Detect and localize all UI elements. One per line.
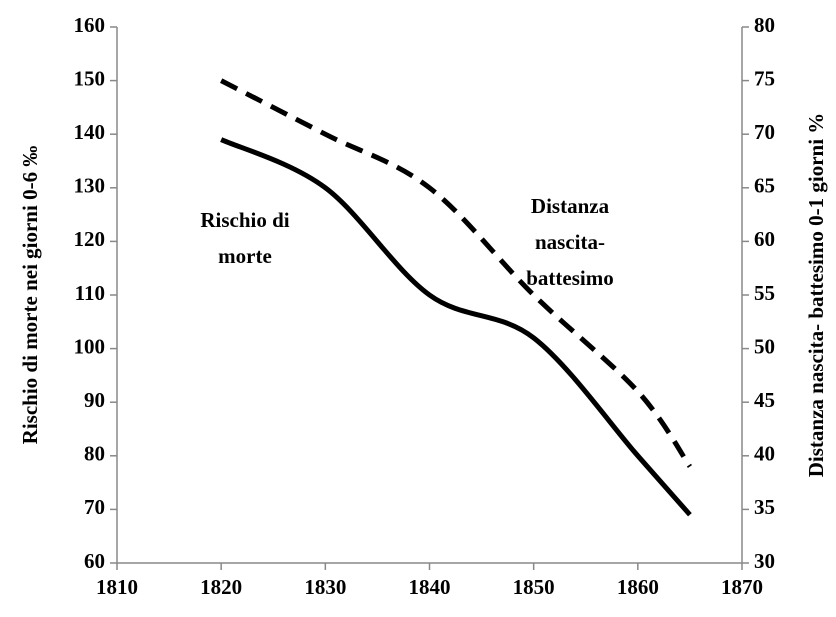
annotation: Distanza bbox=[531, 194, 610, 218]
y-tick-label: 80 bbox=[84, 442, 105, 466]
y-tick-label: 90 bbox=[84, 388, 105, 412]
y2-tick-label: 65 bbox=[754, 174, 775, 198]
y-tick-label: 60 bbox=[84, 549, 105, 573]
y-tick-label: 110 bbox=[75, 281, 105, 305]
y2-axis-title: Distanza nascita- battesimo 0-1 giorni % bbox=[804, 113, 828, 478]
y2-tick-label: 60 bbox=[754, 227, 775, 251]
x-tick-label: 1830 bbox=[304, 575, 346, 599]
annotation: nascita- bbox=[535, 230, 605, 254]
x-tick-label: 1810 bbox=[96, 575, 138, 599]
y2-tick-label: 75 bbox=[754, 66, 775, 90]
y-axis-title: Rischio di morte nei giorni 0-6 ‰ bbox=[18, 146, 42, 445]
y2-tick-label: 35 bbox=[754, 495, 775, 519]
y-tick-label: 150 bbox=[74, 66, 106, 90]
annotation: battesimo bbox=[526, 266, 614, 290]
x-tick-label: 1870 bbox=[721, 575, 763, 599]
annotation: Rischio di bbox=[200, 208, 289, 232]
x-tick-label: 1860 bbox=[617, 575, 659, 599]
y-tick-label: 140 bbox=[74, 120, 106, 144]
y2-tick-label: 55 bbox=[754, 281, 775, 305]
x-tick-label: 1820 bbox=[200, 575, 242, 599]
y-tick-label: 120 bbox=[74, 227, 106, 251]
y2-tick-label: 70 bbox=[754, 120, 775, 144]
y2-tick-label: 45 bbox=[754, 388, 775, 412]
x-tick-label: 1840 bbox=[409, 575, 451, 599]
series-line bbox=[220, 78, 692, 468]
y2-tick-label: 40 bbox=[754, 442, 775, 466]
y2-tick-label: 50 bbox=[754, 334, 775, 358]
y2-tick-label: 30 bbox=[754, 549, 775, 573]
x-tick-label: 1850 bbox=[513, 575, 555, 599]
annotation: morte bbox=[218, 244, 272, 268]
y2-tick-label: 80 bbox=[754, 13, 775, 37]
series-line bbox=[220, 137, 692, 517]
y-tick-label: 70 bbox=[84, 495, 105, 519]
y-tick-label: 100 bbox=[74, 334, 106, 358]
y-tick-label: 130 bbox=[74, 174, 106, 198]
y-tick-label: 160 bbox=[74, 13, 106, 37]
